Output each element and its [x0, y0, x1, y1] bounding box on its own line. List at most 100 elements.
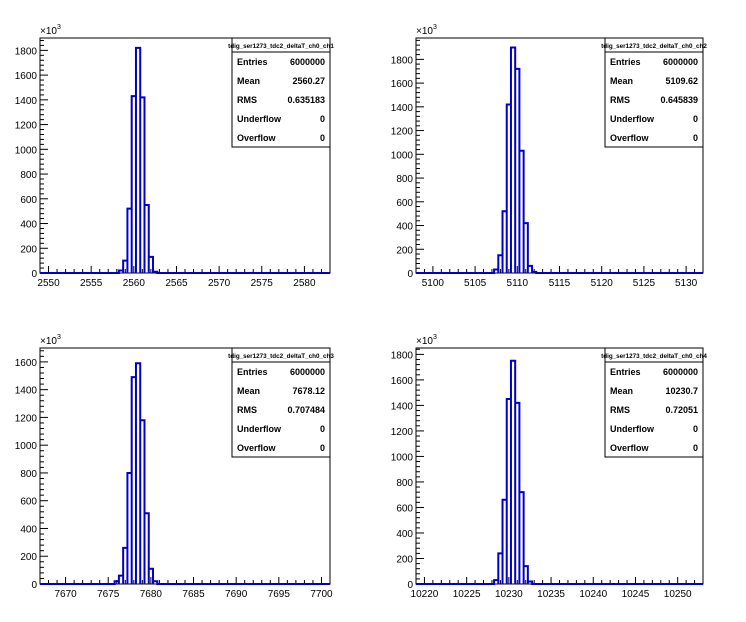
- y-tick-label: 1400: [391, 103, 414, 114]
- x-tick-label: 5110: [507, 278, 529, 289]
- stats-box-frame: [231, 37, 331, 148]
- stats-value-entries: 6000000: [663, 57, 698, 67]
- stats-label-entries: Entries: [237, 367, 268, 377]
- stats-value-rms: 0.72051: [665, 405, 698, 415]
- stats-box-title: tdig_ser1273_tdc2_deltaT_ch0_ch1: [228, 43, 334, 50]
- x-tick-label: 10250: [664, 589, 692, 600]
- stats-value-mean: 5109.62: [665, 76, 698, 86]
- y-tick-label: 600: [396, 198, 413, 209]
- y-tick-label: 800: [20, 170, 37, 181]
- x-tick-label: 7685: [182, 589, 205, 600]
- stats-label-mean: Mean: [610, 386, 633, 396]
- x-tick-label: 7680: [140, 589, 163, 600]
- stats-box-frame: [231, 347, 331, 458]
- y-tick-label: 0: [407, 580, 413, 591]
- x-tick-label: 2555: [80, 278, 103, 289]
- y-tick-label: 1400: [391, 401, 414, 412]
- stats-value-rms: 0.645839: [660, 95, 698, 105]
- stats-value-entries: 6000000: [290, 57, 325, 67]
- y-tick-label: 400: [20, 524, 37, 535]
- x-tick-label: 10240: [579, 589, 607, 600]
- x-tick-label: 2575: [251, 278, 274, 289]
- y-tick-label: 0: [31, 580, 37, 591]
- y-tick-label: 1600: [15, 358, 38, 369]
- stats-value-overflow: 0: [693, 443, 698, 453]
- stats-label-entries: Entries: [610, 57, 641, 67]
- y-tick-label: 400: [396, 529, 413, 540]
- y-tick-label: 800: [396, 478, 413, 489]
- stats-label-entries: Entries: [237, 57, 268, 67]
- x-tick-label: 10235: [537, 589, 565, 600]
- stats-value-rms: 0.707484: [287, 405, 325, 415]
- stats-label-overflow: Overflow: [237, 133, 277, 143]
- y-tick-label: 1600: [391, 376, 414, 387]
- y-tick-label: 1600: [15, 71, 38, 82]
- y-exponent-label: ×103: [40, 334, 61, 347]
- stats-value-rms: 0.635183: [287, 95, 325, 105]
- x-tick-label: 7690: [225, 589, 248, 600]
- y-tick-label: 1200: [391, 127, 414, 138]
- stats-value-overflow: 0: [320, 133, 325, 143]
- stats-label-underflow: Underflow: [237, 114, 282, 124]
- y-tick-label: 200: [396, 554, 413, 565]
- x-tick-label: 10230: [495, 589, 523, 600]
- stats-value-underflow: 0: [693, 114, 698, 124]
- x-tick-label: 5105: [464, 278, 487, 289]
- stats-label-overflow: Overflow: [610, 133, 650, 143]
- y-tick-label: 800: [396, 174, 413, 185]
- stats-box-frame: [604, 37, 704, 148]
- y-tick-label: 1800: [15, 46, 38, 57]
- stats-box-title: tdig_ser1273_tdc2_deltaT_ch0_ch3: [228, 353, 334, 360]
- histogram-line: [40, 362, 330, 585]
- x-tick-label: 10220: [411, 589, 439, 600]
- y-tick-label: 1400: [15, 96, 38, 107]
- y-tick-label: 600: [396, 503, 413, 514]
- y-tick-label: 200: [20, 244, 37, 255]
- stats-label-overflow: Overflow: [237, 443, 277, 453]
- stats-label-underflow: Underflow: [610, 424, 655, 434]
- stats-value-mean: 7678.12: [292, 386, 325, 396]
- stats-label-mean: Mean: [237, 386, 260, 396]
- x-tick-label: 5115: [549, 278, 571, 289]
- stats-label-mean: Mean: [610, 76, 633, 86]
- x-tick-label: 2580: [293, 278, 316, 289]
- x-tick-label: 5125: [633, 278, 656, 289]
- x-tick-label: 5130: [675, 278, 698, 289]
- y-tick-label: 1800: [391, 55, 414, 66]
- stats-value-underflow: 0: [693, 424, 698, 434]
- y-exponent-label: ×103: [416, 24, 437, 37]
- stats-value-underflow: 0: [320, 424, 325, 434]
- stats-value-mean: 10230.7: [665, 386, 698, 396]
- stats-label-underflow: Underflow: [610, 114, 655, 124]
- stats-label-rms: RMS: [610, 405, 630, 415]
- y-exponent-label: ×103: [416, 334, 437, 347]
- stats-value-mean: 2560.27: [292, 76, 325, 86]
- stats-label-overflow: Overflow: [610, 443, 650, 453]
- y-tick-label: 800: [20, 469, 37, 480]
- stats-box-title: tdig_ser1273_tdc2_deltaT_ch0_ch2: [601, 43, 707, 50]
- x-tick-label: 10245: [622, 589, 650, 600]
- stats-label-entries: Entries: [610, 367, 641, 377]
- histogram-line: [416, 46, 703, 274]
- y-tick-label: 1800: [391, 350, 414, 361]
- stats-value-overflow: 0: [693, 133, 698, 143]
- x-tick-label: 10225: [453, 589, 481, 600]
- stats-value-underflow: 0: [320, 114, 325, 124]
- histogram-pad-3: 0 200 400 600 800 1000 1200 1400 1600 7670 7675 768…: [15, 334, 335, 600]
- x-tick-label: 2570: [208, 278, 231, 289]
- y-tick-label: 400: [20, 220, 37, 231]
- histogram-line: [416, 359, 703, 585]
- histogram-pad-1: 0 200 400 600 800 1000 1200 1400 1600 1800 2550 255…: [15, 24, 335, 289]
- y-tick-label: 1000: [15, 145, 38, 156]
- x-tick-label: 5100: [422, 278, 445, 289]
- y-tick-label: 1200: [15, 121, 38, 132]
- y-tick-label: 1000: [391, 150, 414, 161]
- y-tick-label: 1200: [15, 413, 38, 424]
- stats-box-frame: [604, 347, 704, 458]
- y-tick-label: 0: [407, 269, 413, 280]
- y-tick-label: 200: [396, 245, 413, 256]
- stats-box: tdig_ser1273_tdc2_deltaT_ch0_ch3 Entries 6…: [228, 347, 334, 458]
- stats-label-rms: RMS: [610, 95, 630, 105]
- x-tick-label: 2550: [37, 278, 60, 289]
- y-tick-label: 1000: [15, 441, 38, 452]
